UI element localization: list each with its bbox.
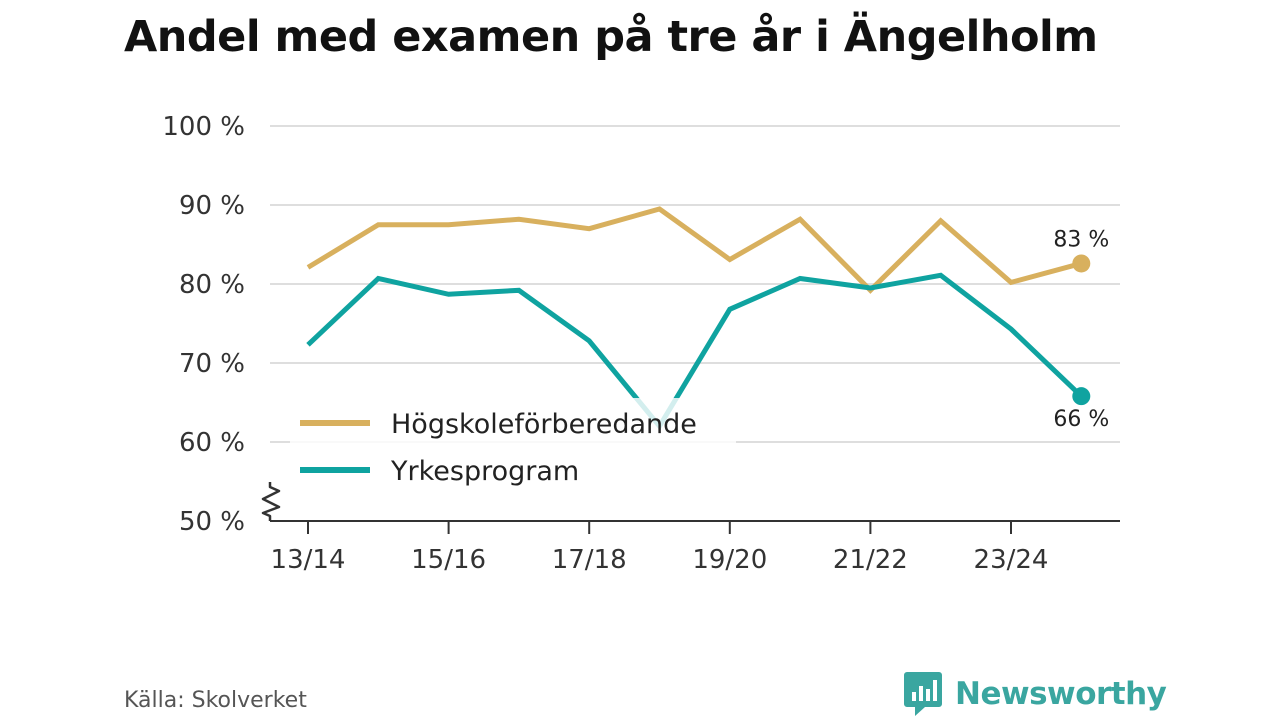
- series-line-yrkesprogram: [306, 272, 1084, 431]
- series-end-label: 83 %: [1053, 227, 1109, 252]
- x-tick-label: 15/16: [411, 545, 486, 575]
- y-tick-label: 50 %: [179, 507, 245, 537]
- y-tick-label: 80 %: [179, 270, 245, 300]
- legend: Högskoleförberedande Yrkesprogram: [290, 398, 736, 487]
- y-tick-label: 60 %: [179, 428, 245, 458]
- source-note: Källa: Skolverket: [124, 688, 307, 713]
- axis-break-marker: [261, 482, 281, 521]
- series-end-marker: [1072, 254, 1091, 273]
- newsworthy-logo-icon: [904, 672, 942, 716]
- legend-label: Yrkesprogram: [390, 456, 579, 487]
- x-tick-label: 21/22: [833, 545, 908, 575]
- y-tick-label: 70 %: [179, 349, 245, 379]
- series-end-label: 66 %: [1053, 407, 1109, 432]
- x-tick-label: 23/24: [974, 545, 1049, 575]
- series-end-marker: [1072, 387, 1091, 406]
- series-line-hogskoleforberedande: [306, 206, 1082, 294]
- x-axis-tick-labels: 13/14 15/16 17/18 19/20 21/22 23/24: [271, 545, 1049, 575]
- x-axis: [261, 482, 1120, 534]
- data-series: 83 % 66 %: [306, 206, 1109, 432]
- brand-name: Newsworthy: [955, 676, 1167, 712]
- x-tick-label: 13/14: [271, 545, 346, 575]
- legend-label: Högskoleförberedande: [391, 409, 697, 440]
- chart-title: Andel med examen på tre år i Ängelholm: [124, 12, 1098, 62]
- x-tick-label: 17/18: [552, 545, 627, 575]
- y-tick-label: 90 %: [179, 191, 245, 221]
- y-tick-label: 100 %: [162, 112, 245, 142]
- brand-logo: Newsworthy: [903, 670, 1167, 718]
- y-axis-tick-labels: 50 % 60 % 70 % 80 % 90 % 100 %: [162, 112, 245, 537]
- x-tick-label: 19/20: [692, 545, 767, 575]
